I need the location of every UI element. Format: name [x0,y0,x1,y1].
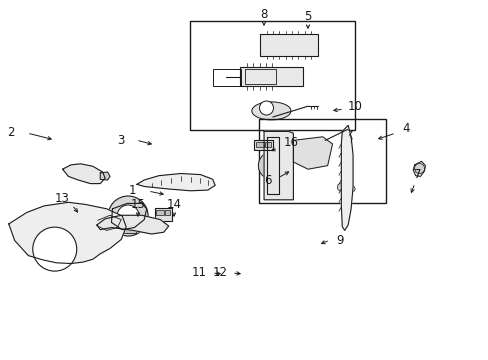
Polygon shape [111,203,146,230]
Circle shape [265,159,279,172]
Circle shape [414,163,424,174]
Circle shape [344,183,349,188]
Polygon shape [137,174,215,191]
Text: 5: 5 [304,10,311,23]
Bar [212,69,240,86]
Polygon shape [9,202,126,264]
Circle shape [117,205,139,227]
Circle shape [33,227,77,271]
Text: 7: 7 [413,168,421,181]
Polygon shape [62,164,105,184]
Bar [260,34,317,56]
Text: 2: 2 [7,126,15,139]
Text: 11: 11 [191,266,206,279]
Bar [244,69,276,84]
Bar [256,142,264,147]
Bar [154,208,172,221]
Text: 14: 14 [166,198,181,211]
Circle shape [259,101,273,115]
Text: 15: 15 [130,198,145,211]
Polygon shape [98,215,121,230]
Polygon shape [293,137,332,169]
Text: 6: 6 [264,174,271,186]
Text: 4: 4 [402,122,409,135]
Ellipse shape [251,102,290,120]
Circle shape [258,152,286,180]
Bar [259,119,386,203]
Bar [264,142,270,147]
Bar [189,21,354,130]
Bar [239,67,303,86]
Polygon shape [412,161,425,176]
Text: 3: 3 [117,134,124,147]
Polygon shape [100,172,110,180]
Polygon shape [266,137,278,194]
Bar [165,210,170,215]
Polygon shape [264,131,293,200]
Text: 8: 8 [260,8,267,21]
Text: 9: 9 [336,234,343,247]
Bar [121,227,136,233]
Circle shape [348,186,354,192]
Bar [156,210,163,215]
Text: 10: 10 [347,99,362,112]
Text: 13: 13 [55,193,69,206]
Text: 1: 1 [128,184,136,198]
Polygon shape [341,125,352,230]
Text: 12: 12 [212,266,227,279]
Text: 16: 16 [283,136,298,149]
Circle shape [108,196,148,236]
Circle shape [337,183,345,191]
Polygon shape [97,215,168,234]
Bar [254,140,272,150]
